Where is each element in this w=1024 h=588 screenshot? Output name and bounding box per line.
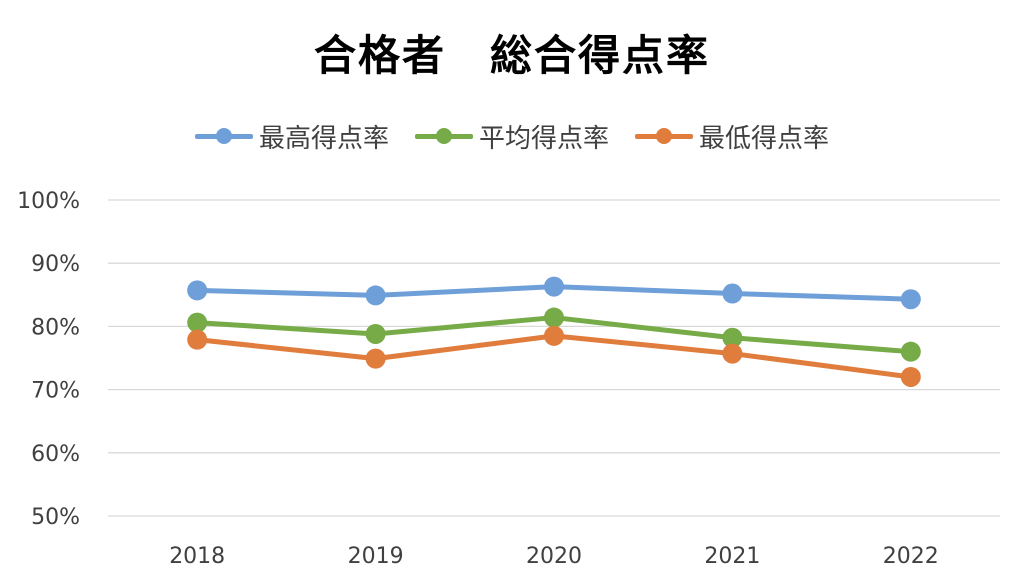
data-point	[187, 280, 208, 301]
legend-label-min: 最低得点率	[699, 124, 830, 154]
chart-title: 合格者 総合得点率	[313, 31, 710, 80]
data-point	[722, 343, 743, 364]
x-tick-label: 2020	[526, 544, 582, 569]
data-point	[365, 323, 386, 344]
y-tick-label: 60%	[31, 442, 80, 467]
data-point	[365, 285, 386, 306]
data-point	[900, 341, 921, 362]
data-point	[544, 276, 564, 297]
legend-swatch-min	[635, 128, 693, 144]
y-tick-label: 100%	[17, 189, 80, 214]
data-point	[187, 329, 208, 350]
legend-item-min: 最低得点率	[635, 118, 829, 155]
data-point	[544, 307, 564, 328]
data-point	[900, 366, 921, 387]
legend-item-max: 最高得点率	[194, 118, 389, 155]
legend-label-avg: 平均得点率	[478, 124, 609, 154]
data-point	[544, 325, 564, 346]
data-point	[900, 289, 921, 310]
x-tick-label: 2018	[169, 544, 225, 569]
legend-swatch-max	[194, 128, 253, 144]
legend: 最高得点率 平均得点率 最低得点率	[0, 118, 1024, 155]
x-tick-label: 2022	[883, 544, 939, 569]
x-tick-label: 2019	[348, 544, 404, 569]
data-point	[722, 283, 743, 304]
legend-swatch-avg	[414, 128, 473, 144]
legend-label-max: 最高得点率	[258, 124, 389, 154]
data-point	[187, 312, 208, 333]
y-tick-label: 90%	[31, 252, 80, 277]
y-tick-label: 70%	[31, 379, 80, 404]
data-point	[722, 327, 743, 348]
legend-item-avg: 平均得点率	[414, 118, 609, 155]
x-tick-label: 2021	[704, 544, 760, 569]
y-tick-label: 80%	[31, 315, 80, 340]
data-point	[365, 348, 386, 369]
y-tick-label: 50%	[31, 505, 80, 530]
